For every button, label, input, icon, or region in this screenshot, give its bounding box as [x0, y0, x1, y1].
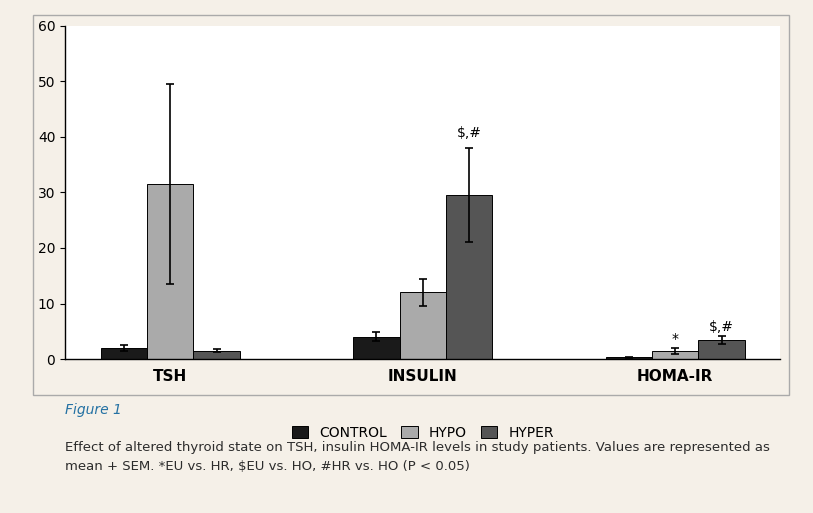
- Text: $,#: $,#: [709, 320, 734, 334]
- Text: *: *: [672, 332, 679, 346]
- Legend: CONTROL, HYPO, HYPER: CONTROL, HYPO, HYPER: [286, 421, 559, 445]
- Bar: [698, 340, 745, 359]
- Bar: [101, 348, 147, 359]
- Bar: [606, 358, 652, 359]
- Text: Figure 1: Figure 1: [65, 403, 122, 417]
- Bar: [193, 351, 240, 359]
- Bar: [147, 184, 193, 359]
- Bar: [400, 292, 446, 359]
- Text: Effect of altered thyroid state on TSH, insulin HOMA-IR levels in study patients: Effect of altered thyroid state on TSH, …: [65, 441, 770, 473]
- Bar: [446, 195, 492, 359]
- Bar: [354, 337, 400, 359]
- Bar: [652, 351, 698, 359]
- Text: $,#: $,#: [457, 126, 481, 140]
